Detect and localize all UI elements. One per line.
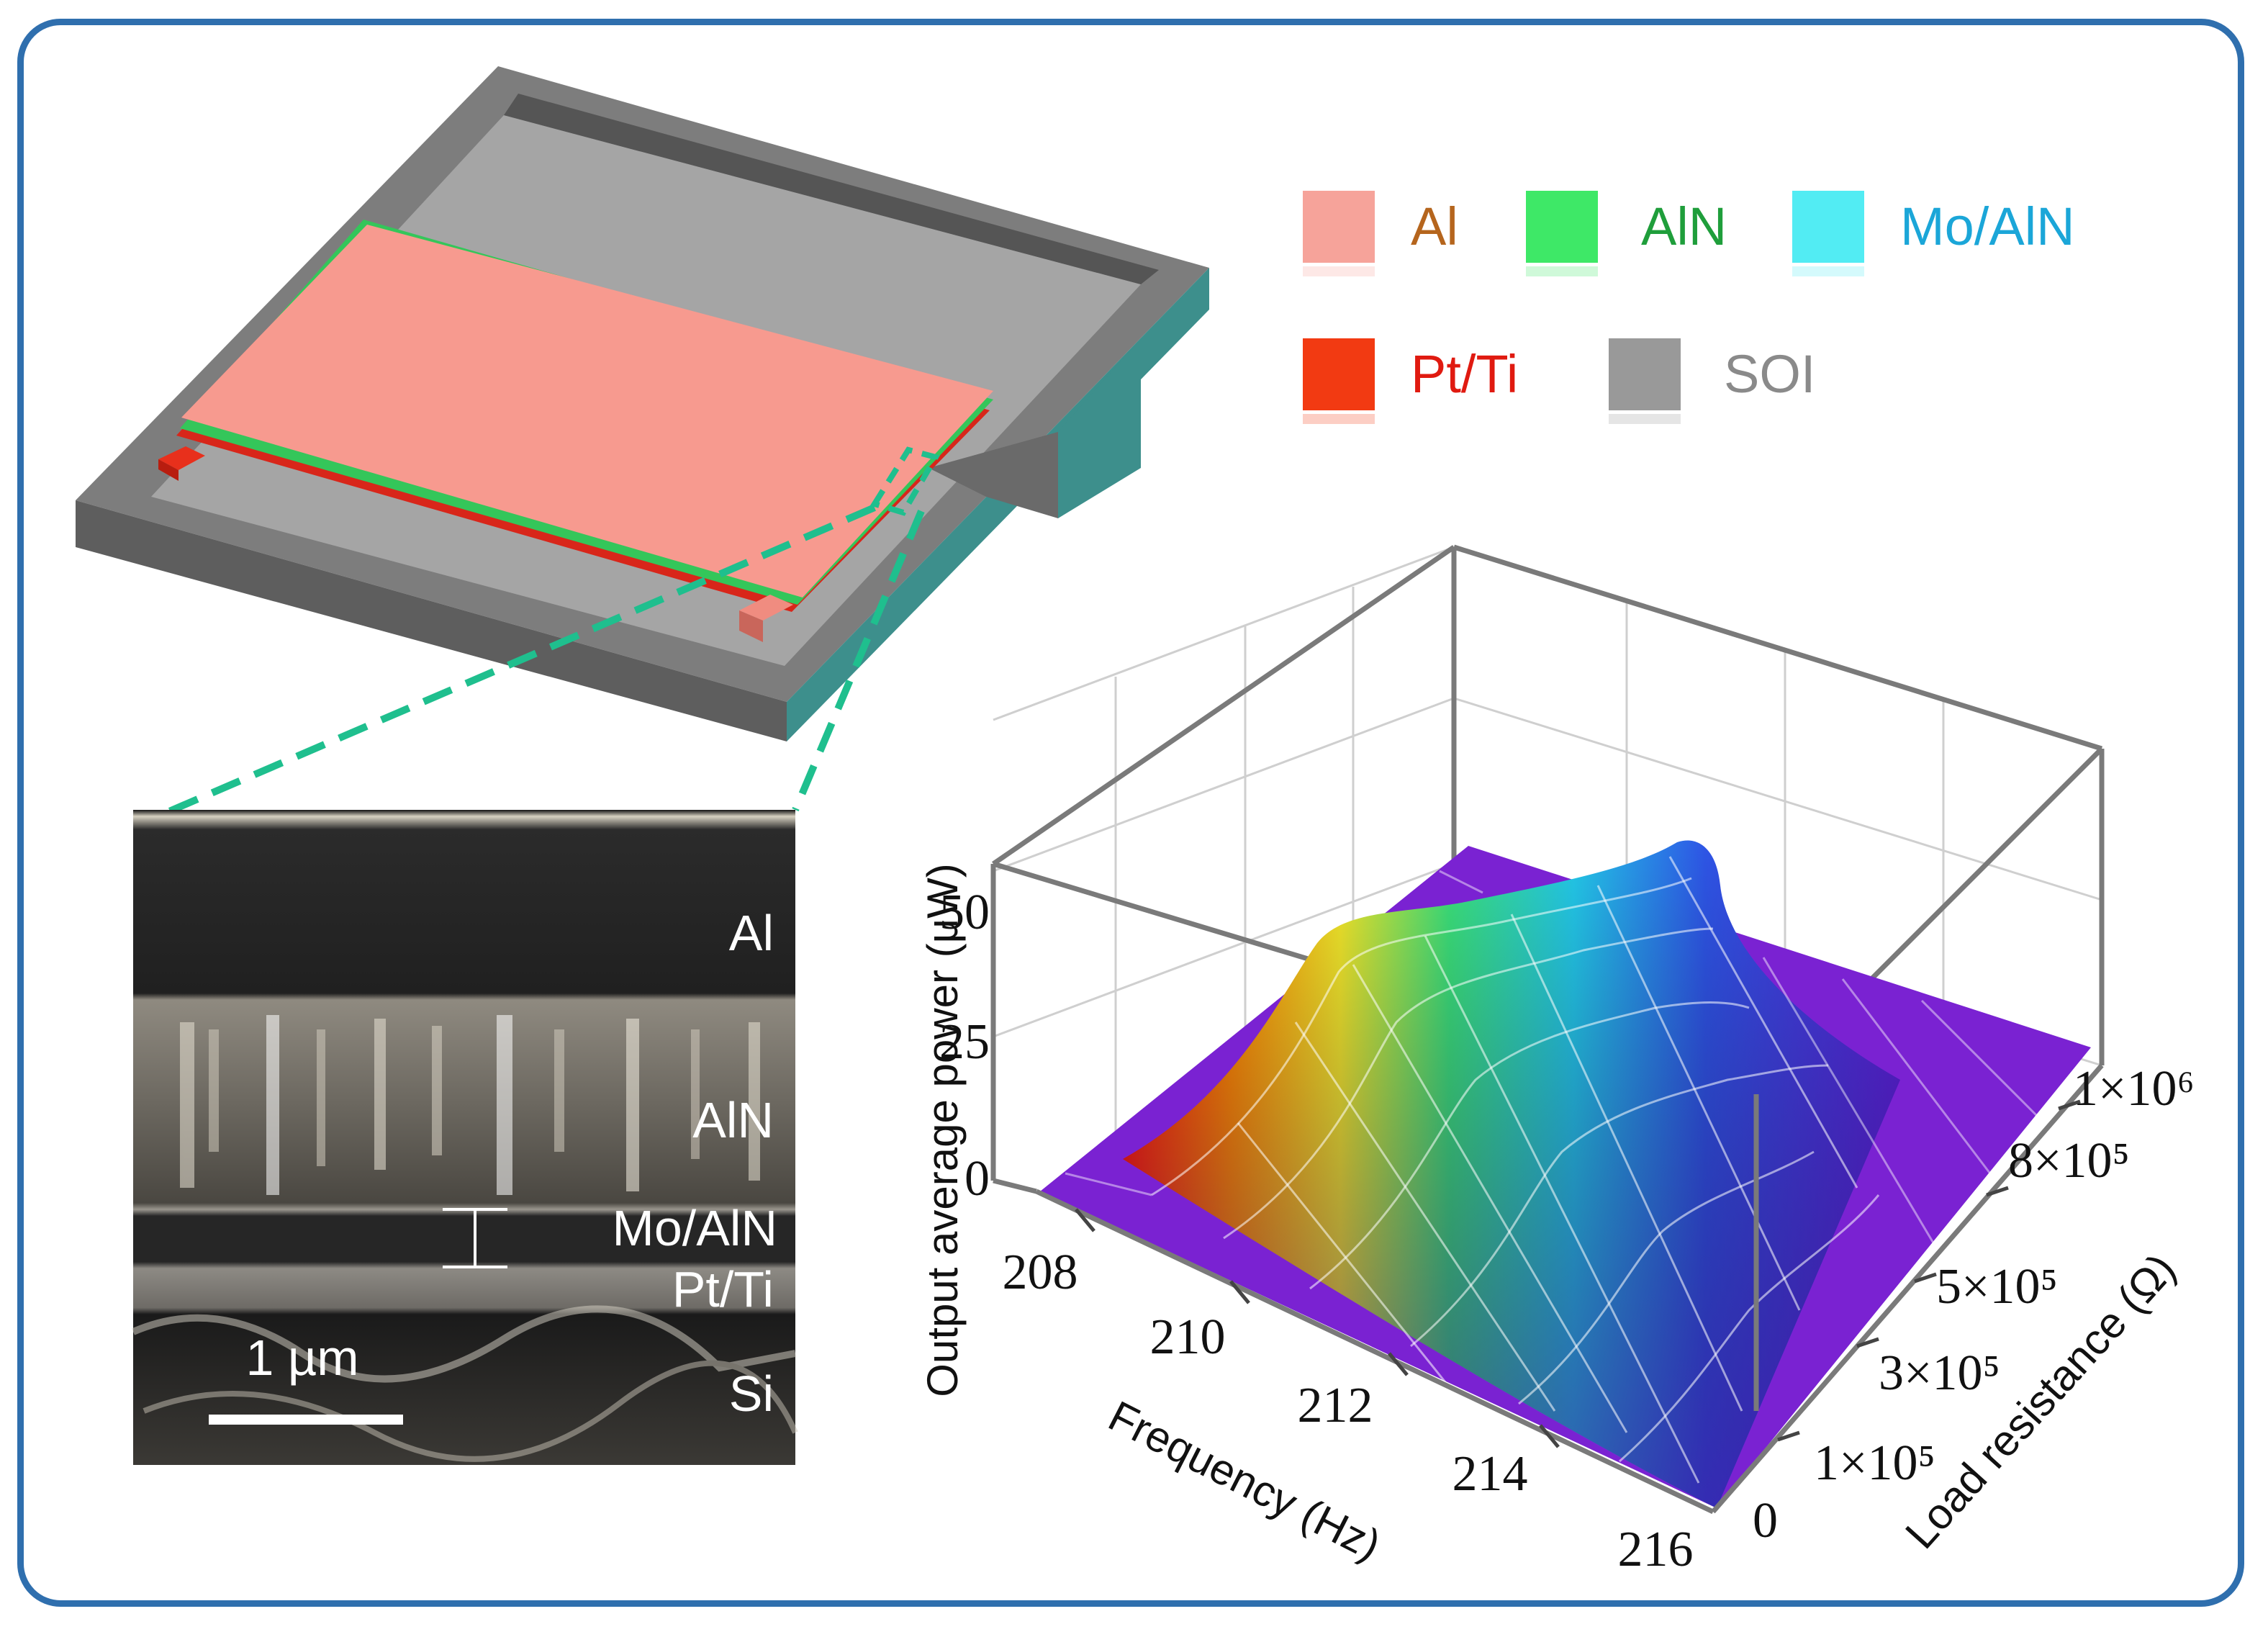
legend-label-mo-aln: Mo/AlN bbox=[1900, 197, 2075, 256]
contact-pad-left bbox=[158, 446, 205, 470]
scale-bar bbox=[209, 1415, 403, 1425]
x-tick-208: 208 bbox=[1003, 1245, 1078, 1300]
y-tick-marks bbox=[1777, 1099, 2081, 1442]
sem-image: Al AlN Mo/AlN Pt/Ti Si 1 µm bbox=[132, 810, 798, 1465]
x-tick-marks bbox=[1075, 1208, 1560, 1448]
y-tick-1e6: 1×10⁶ bbox=[2073, 1061, 2195, 1117]
al-electrode bbox=[181, 225, 993, 597]
bounding-box-front bbox=[993, 1063, 2104, 1515]
x-tick-210: 210 bbox=[1150, 1309, 1226, 1365]
y-tick-0: 0 bbox=[1753, 1493, 1778, 1548]
legend-label-aln: AlN bbox=[1641, 197, 1727, 256]
x-tick-212: 212 bbox=[1298, 1378, 1373, 1433]
legend-label-al: Al bbox=[1411, 197, 1458, 256]
frame-notch-top bbox=[929, 432, 1058, 518]
legend-label-soi: SOI bbox=[1724, 344, 1815, 404]
legend-item-pt-ti: Pt/Ti bbox=[1303, 338, 1518, 424]
legend-item-mo-aln: Mo/AlN bbox=[1792, 191, 2075, 276]
scale-bar-label: 1 µm bbox=[245, 1330, 358, 1386]
z-tick-25: 25 bbox=[939, 1014, 990, 1070]
contact-pad-right-front bbox=[739, 610, 763, 642]
sem-label-pt-ti: Pt/Ti bbox=[672, 1261, 774, 1317]
sem-label-al: Al bbox=[729, 905, 774, 961]
legend-item-aln: AlN bbox=[1526, 191, 1727, 276]
thickness-marker bbox=[443, 1208, 507, 1268]
x-tick-214: 214 bbox=[1452, 1446, 1528, 1502]
sem-si-texture bbox=[132, 1305, 798, 1462]
surface-mesh bbox=[1151, 856, 1880, 1484]
z-tick-50: 50 bbox=[939, 885, 990, 940]
floor-mesh bbox=[1065, 870, 2046, 1261]
y-tick-1e5: 1×10⁵ bbox=[1814, 1435, 1935, 1491]
zoom-marker bbox=[869, 446, 941, 516]
legend: Al AlN Mo/AlN Pt/Ti SOI bbox=[1303, 191, 2075, 424]
legend-label-pt-ti: Pt/Ti bbox=[1411, 344, 1518, 404]
z-tick-0: 0 bbox=[964, 1151, 990, 1207]
surface-chart: 0 25 50 208 210 212 214 216 0 1×10⁵ 3×10… bbox=[918, 544, 2195, 1577]
sem-label-mo-aln: Mo/AlN bbox=[613, 1200, 777, 1256]
zoom-line-left bbox=[146, 504, 876, 824]
soi-frame-front bbox=[76, 500, 787, 741]
frame-notch bbox=[1058, 338, 1141, 518]
cavity-wall-left bbox=[504, 94, 1159, 284]
y-tick-8e5: 8×10⁵ bbox=[2008, 1133, 2130, 1189]
x-tick-216: 216 bbox=[1618, 1522, 1694, 1577]
sem-label-aln: AlN bbox=[692, 1092, 774, 1148]
contact-pad-left-front bbox=[158, 459, 179, 481]
zoom-line-right bbox=[792, 510, 925, 811]
y-tick-5e5: 5×10⁵ bbox=[1936, 1259, 2058, 1314]
y-tick-3e5: 3×10⁵ bbox=[1879, 1345, 2000, 1401]
contact-pad-right bbox=[739, 595, 793, 621]
device-schematic bbox=[76, 66, 1209, 824]
legend-item-soi: SOI bbox=[1609, 338, 1815, 424]
legend-item-al: Al bbox=[1303, 191, 1458, 276]
surface-ridge-shade bbox=[1123, 840, 1900, 1508]
z-axis-title: Output average power (μW) bbox=[918, 863, 967, 1397]
sem-columns bbox=[180, 1015, 760, 1195]
sem-label-si: Si bbox=[729, 1366, 774, 1422]
